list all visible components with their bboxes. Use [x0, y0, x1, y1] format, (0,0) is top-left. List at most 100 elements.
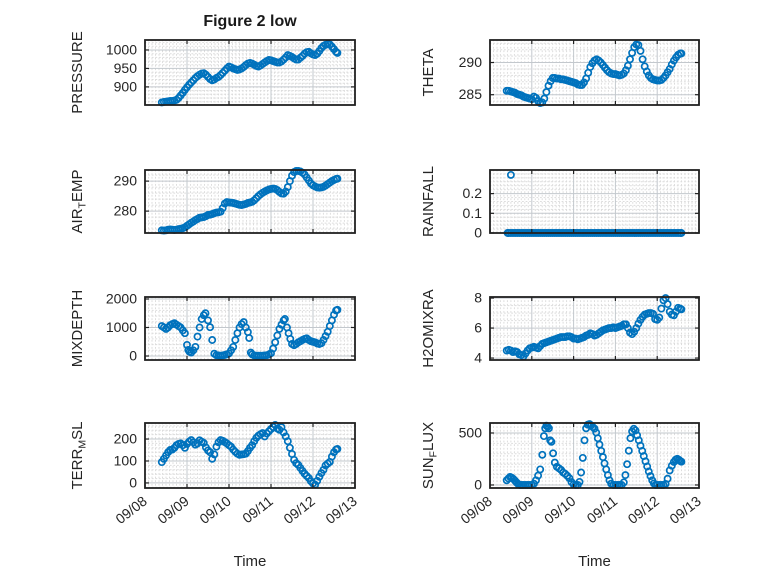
sun-flux-ylabel: SUNFLUX [420, 422, 440, 489]
data-point-marker [229, 342, 238, 351]
data-point-marker [540, 94, 549, 103]
axis-ticks [144, 40, 356, 105]
data-point-marker [506, 170, 515, 179]
series-pressure [157, 40, 342, 107]
data-point-marker [313, 476, 322, 485]
data-point-marker [623, 460, 632, 469]
xtick-label: 09/12 [625, 493, 663, 527]
theta-ytick-label: 285 [459, 86, 483, 102]
xtick-label: 09/10 [196, 493, 234, 527]
major-grid [490, 170, 699, 233]
data-point-marker [279, 428, 288, 437]
data-point-marker [333, 174, 342, 183]
data-point-marker [271, 338, 280, 347]
xtick-label: 09/12 [280, 493, 318, 527]
major-grid [145, 170, 355, 233]
data-point-marker [539, 432, 548, 441]
h2omixra-ytick-label: 8 [474, 290, 482, 306]
data-point-marker [677, 457, 686, 466]
data-point-marker [638, 55, 647, 64]
subplot-rainfall: 0 0.1 0.2 RAINFALL [420, 166, 700, 241]
major-grid [490, 297, 699, 360]
data-point-marker [279, 189, 288, 198]
data-point-marker [333, 48, 342, 57]
pressure-ytick-label: 900 [114, 78, 138, 94]
figure-title: Figure 2 low [203, 13, 297, 30]
axes-box [489, 169, 700, 234]
data-point-marker [250, 196, 259, 205]
terr-msl-ytick-label: 0 [129, 474, 137, 490]
axis-ticks [489, 40, 700, 105]
data-point-marker [280, 315, 289, 323]
data-point-marker [626, 434, 635, 443]
terr-msl-ylabel: TERRMSL [69, 422, 89, 490]
data-point-marker [657, 304, 666, 313]
data-point-marker [626, 55, 634, 64]
data-point-marker [624, 446, 633, 455]
subplot-terr-msl: 0 100 200 TERRMSL 09/08 09/09 09/10 09/11 09/12 0… [69, 421, 360, 527]
mixdepth-ytick-label: 2000 [106, 290, 137, 306]
data-point-marker [575, 477, 584, 486]
h2omixra-ytick-label: 6 [474, 320, 482, 336]
xtick-label: 09/13 [666, 493, 704, 527]
axes-box [489, 39, 700, 106]
subplot-mixdepth: 0 1000 2000 MIXDEPTH [69, 290, 356, 367]
data-point-marker [549, 449, 558, 458]
pressure-ytick-label: 1000 [106, 41, 137, 57]
series-air-temp [157, 166, 342, 235]
data-point-marker [655, 313, 664, 322]
data-point-marker [231, 336, 240, 344]
data-point-marker [590, 424, 599, 433]
xtick-label: 09/13 [322, 493, 360, 527]
data-point-marker [619, 478, 628, 487]
data-point-marker [677, 305, 686, 314]
data-point-marker [642, 67, 651, 76]
axis-ticks [489, 170, 700, 234]
axes-box [489, 422, 700, 489]
data-point-marker [644, 467, 653, 476]
data-point-marker [629, 424, 638, 433]
data-point-marker [621, 320, 630, 329]
x-axis-label-right: Time [578, 553, 611, 570]
data-point-marker [621, 471, 630, 480]
data-point-marker [248, 441, 257, 450]
x-axis-label-left: Time [233, 553, 267, 570]
subplot-theta: 285 290 THETA [420, 39, 700, 108]
data-point-marker [547, 437, 556, 446]
axes-box [144, 422, 356, 489]
pressure-ytick-label: 950 [114, 60, 138, 76]
data-point-marker [245, 334, 254, 342]
air-temp-ytick-label: 280 [114, 203, 138, 219]
series-h2omixra [502, 294, 686, 361]
rainfall-ylabel: RAINFALL [420, 166, 437, 237]
data-point-marker [204, 316, 212, 325]
xtick-label: 09/08 [112, 493, 150, 527]
data-point-marker [191, 342, 200, 351]
axes-box [144, 296, 356, 361]
subplot-h2omixra: 4 6 8 H2OMIXRA [420, 289, 700, 368]
series-terr-msl [157, 421, 342, 489]
data-point-marker [180, 329, 189, 338]
data-point-marker [565, 474, 574, 483]
axis-ticks [144, 170, 356, 233]
xtick-label: 09/11 [584, 493, 621, 527]
subplot-pressure: 900 950 1000 PRESSURE [69, 31, 356, 114]
h2omixra-ylabel: H2OMIXRA [420, 289, 437, 367]
rainfall-ytick-label: 0.1 [463, 205, 483, 221]
rainfall-ytick-label: 0 [474, 225, 482, 241]
data-point-marker [283, 437, 292, 446]
xtick-label: 09/09 [154, 493, 192, 527]
subplot-sun-flux: 0 500 SUNFLUX 09/08 09/09 09/10 09/11 09/12 09/1… [420, 420, 704, 527]
mixdepth-ytick-label: 0 [129, 348, 137, 364]
theta-ytick-label: 290 [459, 54, 483, 70]
h2omixra-ytick-label: 4 [474, 350, 482, 366]
data-point-marker [252, 194, 261, 203]
sun-flux-ytick-label: 0 [474, 476, 482, 492]
axis-ticks [489, 297, 700, 360]
data-point-marker [333, 444, 342, 453]
theta-ylabel: THETA [420, 48, 437, 96]
xtick-label: 09/10 [541, 493, 579, 527]
axes-box [144, 169, 356, 234]
data-point-marker [538, 450, 547, 459]
